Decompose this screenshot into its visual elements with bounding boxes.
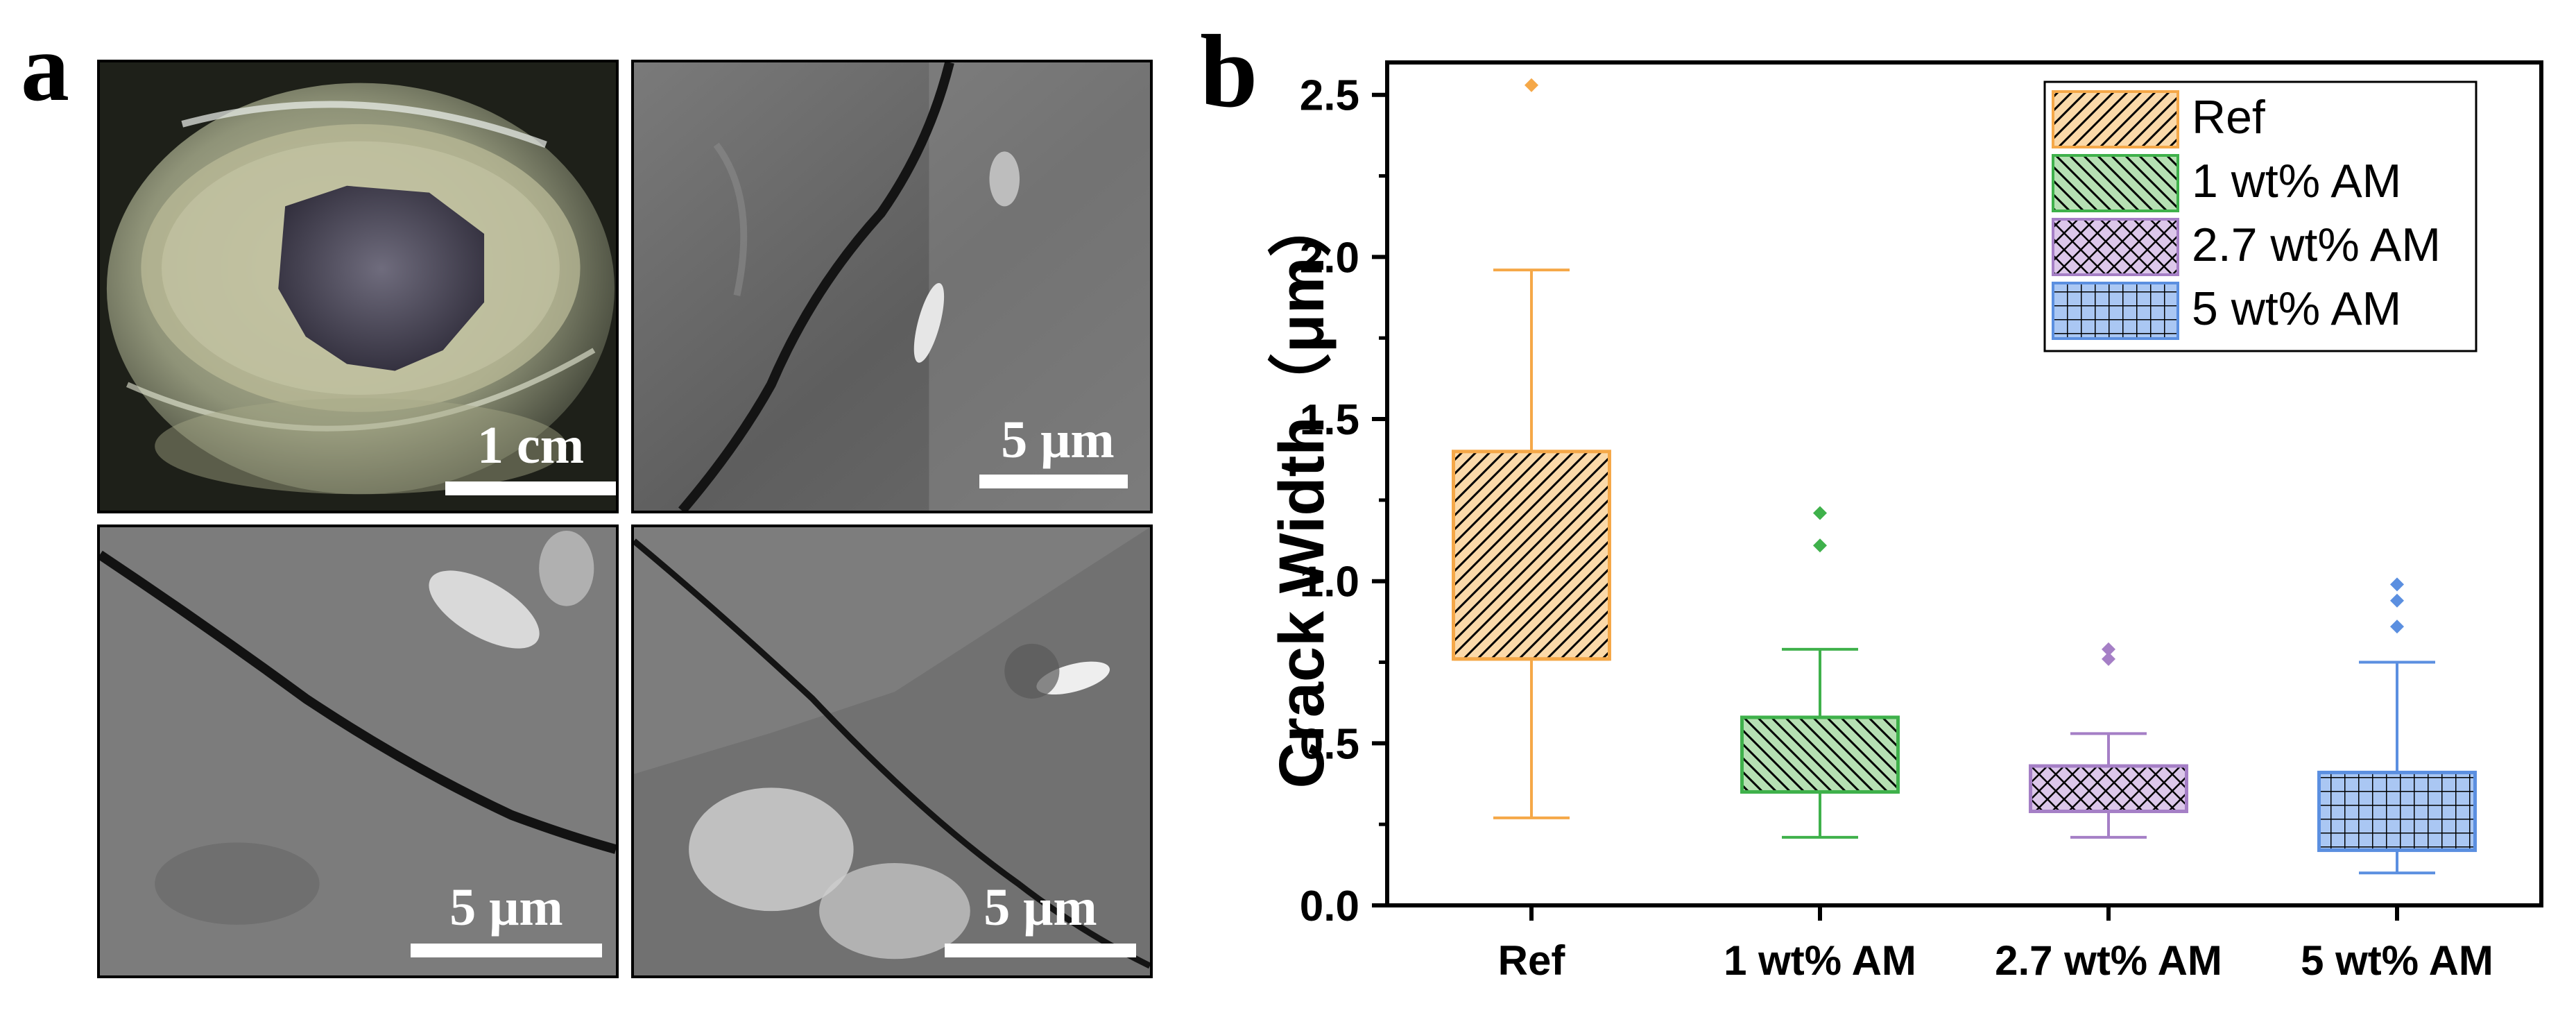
- box-3: [2317, 770, 2477, 853]
- scale-bar-4: 5 μm: [943, 881, 1137, 957]
- outlier-point: [1813, 538, 1827, 553]
- resin-mount-photo: [100, 62, 616, 511]
- x-tick-label: 1 wt% AM: [1724, 937, 1916, 984]
- box-1: [1740, 715, 1900, 794]
- scale-bar-3: 5 μm: [409, 881, 603, 957]
- scale-bar-line: [411, 944, 602, 957]
- scale-bar-line: [445, 481, 616, 495]
- box-0: [1452, 450, 1611, 661]
- y-tick-label: 1.5: [1300, 396, 1359, 444]
- y-tick-label: 2.5: [1300, 72, 1359, 120]
- outlier-point: [1813, 506, 1827, 520]
- y-axis-label: Crack Width（μm）: [1266, 193, 1337, 788]
- x-tick-label: 2.7 wt% AM: [1995, 937, 2222, 984]
- legend-swatch: [2052, 282, 2179, 340]
- outlier-point: [2390, 620, 2404, 634]
- legend-entry: 1 wt% AM: [2192, 155, 2401, 207]
- outlier-point: [2390, 593, 2404, 608]
- legend-swatch: [2052, 218, 2179, 276]
- plot-frame: [1385, 60, 2543, 907]
- legend-entry: 5 wt% AM: [2192, 282, 2401, 335]
- scale-bar-label: 5 μm: [1001, 411, 1115, 469]
- scale-bar-line: [979, 475, 1128, 488]
- panel-a-label: a: [21, 14, 69, 121]
- scale-bar-label: 5 μm: [449, 878, 563, 937]
- outlier-point: [2390, 577, 2404, 592]
- scale-bar-1: 1 cm: [444, 419, 617, 495]
- scale-bar-line: [945, 944, 1136, 957]
- legend-swatch: [2052, 154, 2179, 212]
- x-tick-label: Ref: [1498, 937, 1566, 984]
- sem-micrograph: [634, 527, 1150, 975]
- scale-bar-label: 1 cm: [476, 416, 585, 475]
- sem-micrograph: [100, 527, 616, 975]
- outlier-point: [2102, 651, 2115, 666]
- sem-micrograph: [634, 62, 1150, 511]
- legend-entry: Ref: [2192, 91, 2265, 144]
- panel-b-label: b: [1200, 14, 1258, 129]
- y-tick-label: 1.0: [1300, 558, 1359, 606]
- x-tick-label: 5 wt% AM: [2301, 937, 2493, 984]
- sem-crack-am-high-image: [631, 524, 1153, 978]
- box-2: [2029, 764, 2188, 813]
- y-tick-label: 0.5: [1300, 720, 1359, 768]
- photo-resin-mount-image: [97, 60, 619, 513]
- y-tick-label: 2.0: [1300, 234, 1359, 282]
- legend-entry: 2.7 wt% AM: [2192, 219, 2441, 271]
- scale-bar-2: 5 μm: [978, 413, 1137, 490]
- scale-bar-label: 5 μm: [984, 878, 1097, 937]
- sem-crack-ref-image: [631, 60, 1153, 513]
- y-tick-label: 0.0: [1300, 882, 1359, 930]
- legend-swatch: [2052, 90, 2179, 148]
- outlier-point: [2102, 642, 2115, 656]
- sem-crack-am-low-image: [97, 524, 619, 978]
- outlier-point: [1525, 78, 1538, 92]
